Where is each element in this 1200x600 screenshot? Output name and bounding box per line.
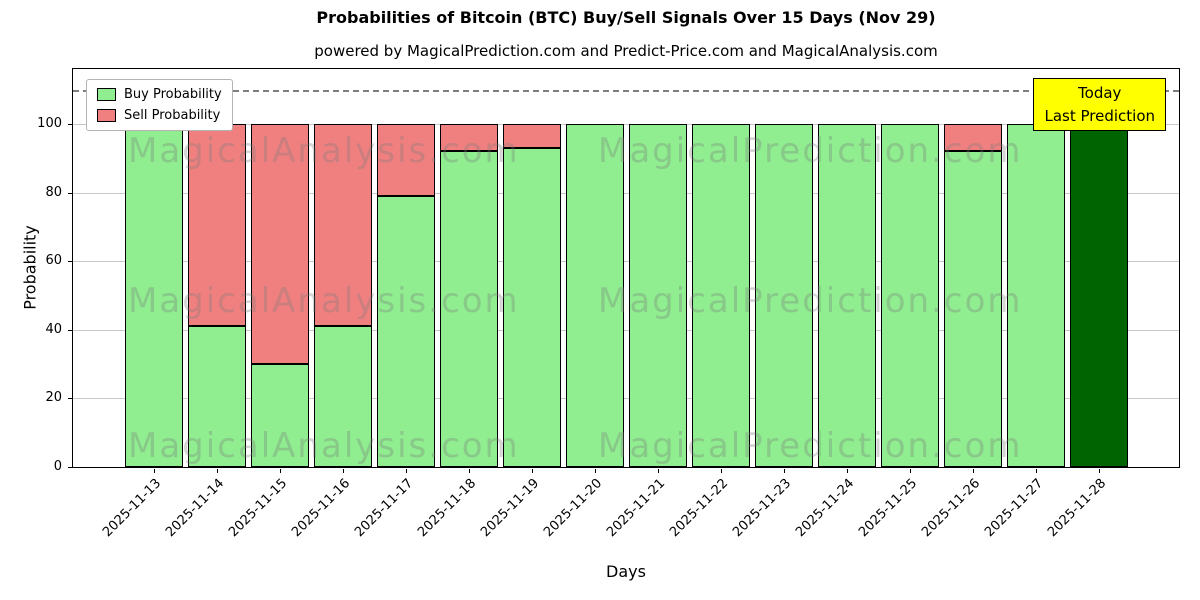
- y-gridline: [73, 329, 1179, 331]
- x-tick-mark: [720, 469, 722, 473]
- y-tick-mark: [68, 192, 72, 194]
- bar-buy: [187, 326, 246, 467]
- legend-item-sell: Sell Probability: [97, 108, 222, 123]
- bar-buy: [124, 124, 183, 467]
- x-tick-mark: [657, 469, 659, 473]
- y-tick-label: 0: [53, 459, 62, 474]
- x-axis-label: Days: [606, 562, 646, 581]
- bar-buy: [1006, 124, 1065, 467]
- y-tick-label: 20: [45, 390, 62, 406]
- x-tick-mark: [216, 469, 218, 473]
- bar-buy: [817, 124, 876, 467]
- bar-buy: [250, 364, 309, 467]
- y-gridline: [73, 192, 1179, 194]
- bar-sell: [502, 124, 561, 148]
- x-tick-mark: [1098, 469, 1100, 473]
- legend: Buy Probability Sell Probability: [86, 79, 233, 131]
- x-tick-mark: [972, 469, 974, 473]
- buy-swatch-icon: [97, 88, 116, 101]
- legend-label-buy: Buy Probability: [124, 87, 222, 102]
- bar-buy: [628, 124, 687, 467]
- x-tick-mark: [342, 469, 344, 473]
- bar-buy: [565, 124, 624, 467]
- today-annotation-line1: Today: [1078, 84, 1122, 102]
- bar-sell: [376, 124, 435, 196]
- sell-swatch-icon: [97, 109, 116, 122]
- y-gridline: [73, 261, 1179, 263]
- bar-buy: [439, 151, 498, 467]
- y-tick-label: 60: [45, 253, 62, 269]
- x-tick-mark: [783, 469, 785, 473]
- chart-title: Probabilities of Bitcoin (BTC) Buy/Sell …: [316, 8, 936, 27]
- y-tick-label: 100: [37, 115, 62, 131]
- y-tick-mark: [68, 467, 72, 468]
- today-annotation-line2: Last Prediction: [1044, 106, 1155, 125]
- bar-sell: [943, 124, 1002, 151]
- y-tick-label: 40: [45, 321, 62, 337]
- x-tick-mark: [531, 469, 533, 473]
- bar-buy: [502, 148, 561, 467]
- bar-buy: [754, 124, 813, 467]
- legend-label-sell: Sell Probability: [124, 108, 221, 123]
- today-annotation: Today Last Prediction: [1033, 78, 1166, 131]
- y-tick-mark: [68, 398, 72, 400]
- y-gridline: [73, 123, 1179, 125]
- legend-item-buy: Buy Probability: [97, 87, 222, 102]
- dashed-threshold-line: [73, 89, 1179, 92]
- y-gridline: [73, 398, 1179, 400]
- y-tick-mark: [68, 329, 72, 331]
- bar-buy: [691, 124, 750, 467]
- x-tick-mark: [279, 469, 281, 473]
- x-tick-mark: [846, 469, 848, 473]
- y-tick-mark: [68, 261, 72, 263]
- bar-buy: [880, 124, 939, 467]
- bar-sell: [187, 124, 246, 326]
- bar-sell: [250, 124, 309, 364]
- bar-buy: [376, 196, 435, 467]
- x-tick-mark: [153, 469, 155, 473]
- plot-area: Buy Probability Sell Probability Today L…: [72, 68, 1180, 468]
- bar-buy: [943, 151, 1002, 467]
- bar-today: [1069, 124, 1128, 467]
- y-tick-mark: [68, 123, 72, 125]
- x-tick-mark: [405, 469, 407, 473]
- bar-buy: [313, 326, 372, 467]
- x-tick-mark: [594, 469, 596, 473]
- x-tick-mark: [909, 469, 911, 473]
- x-tick-mark: [1035, 469, 1037, 473]
- y-tick-label: 80: [45, 184, 62, 200]
- bar-sell: [439, 124, 498, 151]
- x-tick-mark: [468, 469, 470, 473]
- chart-subtitle: powered by MagicalPrediction.com and Pre…: [314, 42, 938, 60]
- bar-sell: [313, 124, 372, 326]
- x-tick-label-text: 2025-11-28: [1045, 476, 1110, 541]
- x-tick-label: 2025-11-28: [949, 476, 1109, 540]
